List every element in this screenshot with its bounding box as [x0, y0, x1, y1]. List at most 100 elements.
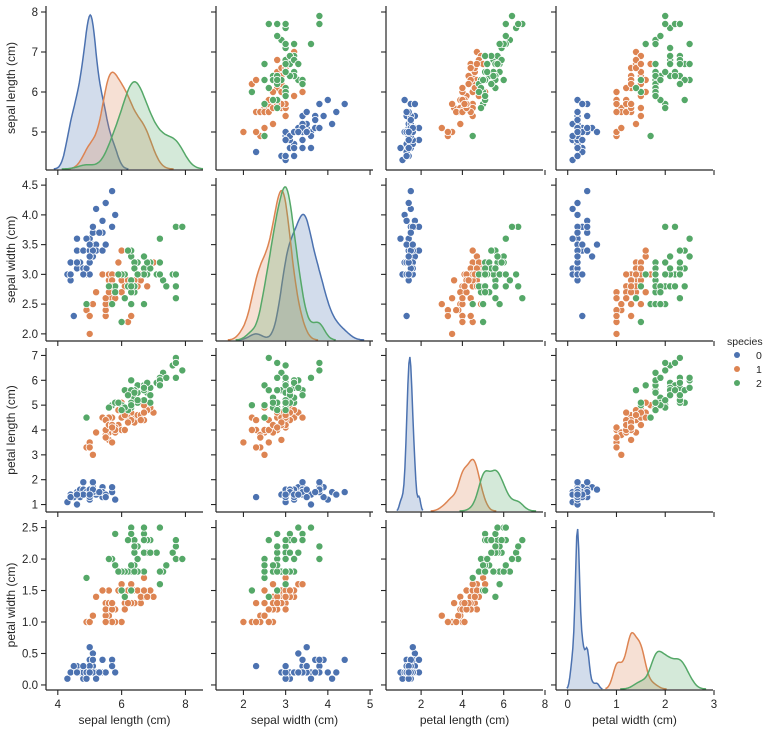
- scatter-point: [273, 386, 282, 395]
- scatter-point: [139, 252, 148, 261]
- scatter-point: [281, 536, 290, 545]
- scatter-point: [396, 234, 405, 243]
- scatter-point: [479, 317, 488, 326]
- scatter-point: [268, 580, 277, 589]
- scatter-point: [466, 311, 475, 320]
- scatter-point: [127, 311, 136, 320]
- scatter-point: [568, 204, 577, 213]
- scatter-point: [651, 398, 660, 407]
- scatter-point: [306, 523, 315, 532]
- x-axis-label: petal width (cm): [592, 713, 677, 727]
- scatter-point: [671, 386, 680, 395]
- scatter-point: [671, 282, 680, 291]
- kde-line-0: [566, 528, 603, 690]
- scatter-point: [281, 662, 290, 671]
- scatter-point: [281, 567, 290, 576]
- scatter-point: [404, 270, 413, 279]
- y-tick-label: 3: [32, 450, 38, 462]
- scatter-point: [483, 68, 492, 77]
- scatter-point: [448, 294, 457, 303]
- scatter-point: [69, 311, 78, 320]
- scatter-point: [636, 300, 645, 309]
- scatter-point: [260, 450, 269, 459]
- scatter-point: [108, 599, 117, 608]
- scatter-point: [573, 143, 582, 152]
- scatter-point: [63, 674, 72, 683]
- scatter-point: [404, 198, 413, 207]
- scatter-point: [114, 258, 123, 267]
- scatter-point: [162, 373, 171, 382]
- scatter-point: [468, 246, 477, 255]
- y-tick-label: 5: [32, 400, 38, 412]
- scatter-point: [612, 294, 621, 303]
- scatter-point: [481, 92, 490, 101]
- scatter-point: [290, 40, 299, 49]
- scatter-point: [617, 124, 626, 133]
- scatter-point: [323, 96, 332, 105]
- kde-fill-0: [396, 357, 423, 511]
- scatter-point: [124, 536, 133, 545]
- scatter-point: [315, 100, 324, 109]
- scatter-point: [512, 270, 521, 279]
- scatter-point: [622, 408, 631, 417]
- scatter-point: [139, 536, 148, 545]
- scatter-point: [636, 398, 645, 407]
- scatter-point: [675, 60, 684, 69]
- scatter-point: [612, 329, 621, 338]
- kde-line-2: [61, 81, 204, 170]
- scatter-point: [155, 234, 164, 243]
- scatter-point: [518, 536, 527, 545]
- scatter-point: [252, 147, 261, 156]
- scatter-point: [85, 618, 94, 627]
- scatter-point: [252, 599, 261, 608]
- scatter-point: [302, 662, 311, 671]
- scatter-point: [328, 120, 337, 129]
- scatter-point: [612, 433, 621, 442]
- scatter-point: [456, 120, 465, 129]
- scatter-point: [88, 611, 97, 620]
- scatter-point: [437, 300, 446, 309]
- scatter-point: [666, 52, 675, 61]
- legend-title: species: [727, 336, 763, 348]
- scatter-point: [499, 76, 508, 85]
- scatter-point: [404, 252, 413, 261]
- y-tick-label: 3.0: [22, 269, 38, 281]
- scatter-point: [666, 60, 675, 69]
- scatter-point: [666, 264, 675, 273]
- kde-fill-1: [227, 190, 319, 340]
- scatter-point: [448, 100, 457, 109]
- y-tick-label: 1.0: [22, 617, 38, 629]
- scatter-point: [661, 19, 670, 28]
- scatter-point: [481, 586, 490, 595]
- y-tick-label: 0.0: [22, 680, 38, 692]
- scatter-point: [306, 373, 315, 382]
- y-tick-label: 0.5: [22, 648, 38, 660]
- scatter-point: [578, 270, 587, 279]
- scatter-point: [139, 383, 148, 392]
- scatter-point: [127, 561, 136, 570]
- scatter-point: [443, 311, 452, 320]
- scatter-point: [632, 294, 641, 303]
- scatter-point: [82, 413, 91, 422]
- kde-fill-2: [459, 470, 537, 511]
- scatter-point: [143, 592, 152, 601]
- kde-fill-2: [61, 81, 204, 169]
- scatter-point: [111, 561, 120, 570]
- scatter-point: [95, 228, 104, 237]
- scatter-point: [408, 240, 417, 249]
- scatter-point: [460, 599, 469, 608]
- scatter-point: [450, 599, 459, 608]
- scatter-point: [468, 573, 477, 582]
- scatter-point: [290, 92, 299, 101]
- scatter-point: [641, 270, 650, 279]
- scatter-point: [636, 60, 645, 69]
- scatter-point: [171, 282, 180, 291]
- scatter-point: [273, 542, 282, 551]
- scatter-point: [319, 112, 328, 121]
- scatter-point: [302, 643, 311, 652]
- scatter-point: [402, 311, 411, 320]
- scatter-point: [573, 108, 582, 117]
- scatter-point: [155, 567, 164, 576]
- scatter-point: [671, 72, 680, 81]
- scatter-point: [127, 586, 136, 595]
